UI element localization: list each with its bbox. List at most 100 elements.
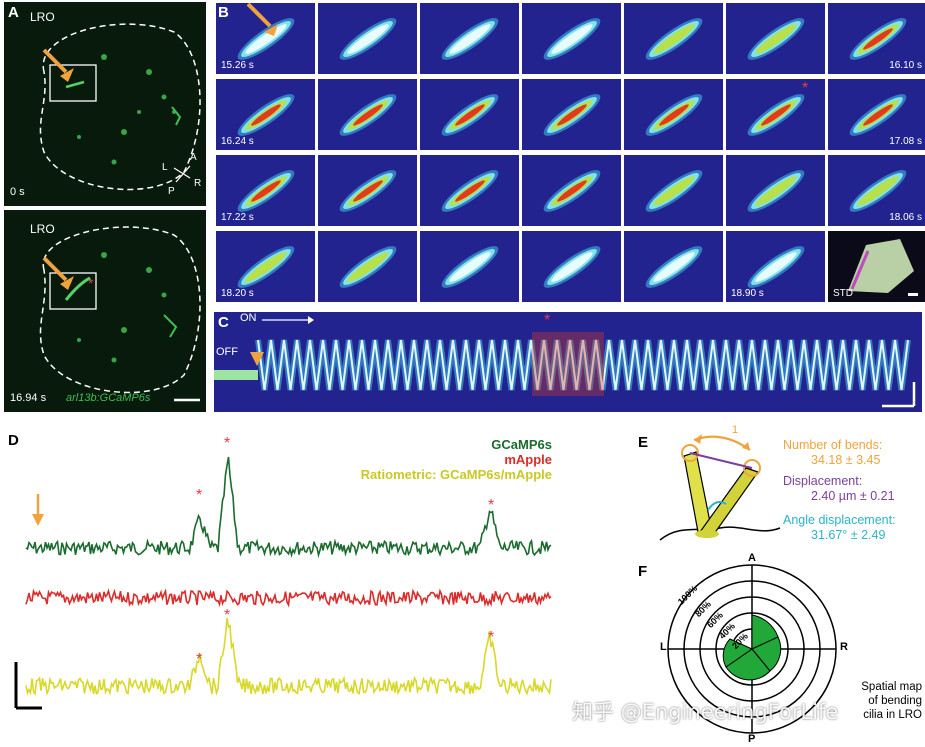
panel-c-red-asterisk: * — [544, 312, 551, 329]
panel-b-tile: 18.06 s — [828, 155, 925, 226]
panel-b-tile-time-label: 16.24 s — [221, 136, 254, 147]
panel-c-letter: C — [218, 314, 229, 331]
panel-b-tile — [624, 155, 723, 226]
panel-a-bottom-lro-label: LRO — [30, 222, 55, 236]
legend-ratio: Ratiometric: GCaMP6s/mApple — [360, 467, 552, 482]
panel-b-tile: 16.10 s — [828, 3, 925, 74]
panel-c-kymograph-svg — [214, 332, 916, 408]
panel-a-bottom-time: 16.94 s — [10, 392, 47, 404]
panel-b-tile-time-label: 18.90 s — [731, 288, 764, 299]
stimulus-arrow-icon — [32, 494, 44, 526]
panel-b-tile-time-label: 18.06 s — [889, 212, 922, 223]
panel-b-tile — [522, 79, 621, 150]
polar-caption-line-1: Spatial map — [861, 681, 922, 693]
panel-e-cilia-diagram — [659, 434, 781, 541]
polar-axis-r: R — [840, 641, 848, 653]
peak-asterisk: * — [224, 607, 230, 624]
panel-b-tile — [522, 231, 621, 302]
panel-b-tile: 18.20 s — [216, 231, 315, 302]
peak-asterisk: * — [488, 497, 494, 514]
panel-a-bottom-image: * — [4, 210, 206, 412]
panel-b-tile — [318, 79, 417, 150]
panel-b-tile-time-label: 16.10 s — [889, 60, 922, 71]
panel-b-tile — [522, 3, 621, 74]
panel-b-tile — [420, 79, 519, 150]
panel-a-letter: A — [8, 4, 19, 21]
bends-value: 34.18 ± 3.45 — [811, 453, 881, 467]
panel-a-transgene-label: arl13b:GCaMP6s — [66, 392, 151, 404]
panel-b-tile: 17.08 s — [828, 79, 925, 150]
peak-asterisk: * — [196, 487, 202, 504]
panel-a-axis-p: P — [168, 186, 175, 197]
orange-arrow-icon — [246, 2, 278, 36]
polar-caption: Spatial map of bending cilia in LRO — [842, 680, 922, 722]
panel-d-traces-svg: * * * * * * — [14, 435, 552, 710]
legend-mapple: mApple — [504, 452, 552, 467]
panel-a-top-lro-label: LRO — [30, 10, 55, 24]
peak-asterisk: * — [224, 435, 230, 452]
panel-b-tile — [420, 155, 519, 226]
panel-b-tile — [624, 3, 723, 74]
panel-b-tile — [726, 3, 825, 74]
panel-d-letter: D — [8, 432, 19, 449]
peak-asterisk: * — [196, 651, 202, 668]
panel-b-tile: 18.90 s — [726, 231, 825, 302]
panel-b-tile: 16.24 s — [216, 79, 315, 150]
panel-a-axis-l: L — [162, 162, 168, 173]
panel-b-tile-time-label: STD — [833, 288, 853, 299]
panel-b-letter: B — [218, 4, 229, 21]
panel-b-red-asterisk: * — [802, 80, 809, 97]
displacement-value: 2.40 µm ± 0.21 — [811, 489, 895, 503]
svg-text:*: * — [88, 275, 94, 291]
angle-label: Angle displacement: — [783, 513, 896, 527]
panel-b-tile-time-label: 17.08 s — [889, 136, 922, 147]
panel-a-top-image — [4, 2, 206, 206]
panel-a-bottom-svg: * — [39, 226, 201, 402]
right-arrow-icon — [262, 316, 314, 324]
legend-gcamp: GCaMP6s — [491, 437, 552, 452]
panel-c-kymograph — [214, 312, 922, 412]
panel-d-legend: GCaMP6s mApple Ratiometric: GCaMP6s/mApp… — [300, 437, 552, 485]
scale-bar — [14, 662, 42, 710]
displacement-label: Displacement: — [783, 474, 863, 488]
panel-b-tile — [726, 79, 825, 150]
panel-e-one-label: 1 — [732, 424, 739, 436]
panel-c-off-label: OFF — [216, 346, 238, 358]
panel-a-axis-r: R — [194, 178, 202, 189]
panel-a-top-time: 0 s — [10, 186, 25, 198]
panel-b-tile: 15.26 s — [216, 3, 315, 74]
panel-b-tile — [420, 3, 519, 74]
panel-b-tile-time-label: 17.22 s — [221, 212, 254, 223]
ratio-trace — [25, 617, 552, 696]
bends-label: Number of bends: — [783, 438, 883, 452]
panel-b-tile — [318, 231, 417, 302]
polar-caption-line-3: cilia in LRO — [863, 709, 922, 721]
panel-b-tile: 17.22 s — [216, 155, 315, 226]
panel-c-on-label: ON — [240, 312, 257, 324]
panel-b-tile — [726, 155, 825, 226]
panel-b-tile — [318, 155, 417, 226]
panel-b-tile — [318, 3, 417, 74]
panel-b-tile — [624, 231, 723, 302]
panel-b-tile-time-label: 15.26 s — [221, 60, 254, 71]
panel-e-letter: E — [638, 434, 649, 451]
mapple-trace — [25, 588, 552, 608]
panel-a-top-svg — [39, 23, 201, 191]
polar-axis-p: P — [748, 733, 756, 745]
panel-f-polar-map — [667, 564, 837, 734]
polar-axis-a: A — [748, 552, 756, 564]
angle-value: 31.67° ± 2.49 — [811, 528, 886, 542]
watermark: 知乎 @EngineeringForLife — [572, 700, 839, 724]
panel-c-on-arrow — [262, 313, 314, 325]
panel-b-tile — [522, 155, 621, 226]
panel-b-tile — [624, 79, 723, 150]
panel-a-axis-a: A — [190, 152, 197, 163]
panel-b-tile: STD — [828, 231, 925, 302]
polar-axis-l: L — [660, 641, 667, 653]
panel-b-tile-time-label: 18.20 s — [221, 288, 254, 299]
polar-caption-line-2: of bending — [868, 695, 922, 707]
panel-b-tile — [420, 231, 519, 302]
gcamp-trace — [25, 456, 552, 559]
panel-b-orange-arrow — [244, 0, 284, 40]
peak-asterisk: * — [488, 629, 494, 646]
